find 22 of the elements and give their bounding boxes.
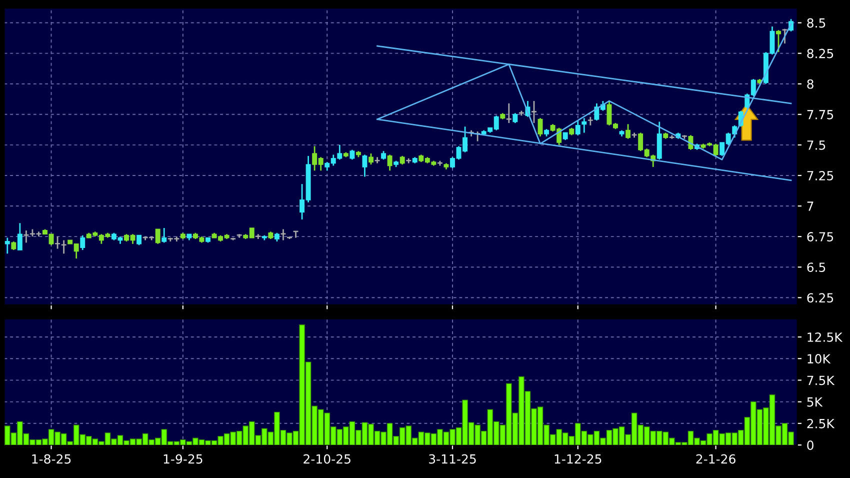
y-tick-label: 6.5 <box>807 262 826 272</box>
y-tick-label: 8 <box>807 79 814 89</box>
y-tick-label: 8.25 <box>807 48 834 58</box>
y-tick-label: 6.25 <box>807 293 834 303</box>
y-tick-label: 7.5K <box>807 376 835 386</box>
y-tick-label: 6.75 <box>807 232 834 242</box>
x-tick-label: 3-11-25 <box>429 454 476 464</box>
x-tick-label: 2-1-26 <box>696 454 736 464</box>
x-tick-label: 1-12-25 <box>554 454 602 464</box>
y-tick-label: 7.5 <box>807 140 826 150</box>
x-tick-label: 1-8-25 <box>32 454 71 464</box>
y-tick-label: 5K <box>807 397 823 407</box>
y-tick-label: 7 <box>807 202 814 211</box>
y-tick-label: 7.25 <box>807 170 834 180</box>
y-tick-label: 0 <box>807 440 814 450</box>
x-tick-label: 1-9-25 <box>164 454 202 464</box>
y-tick-label: 10K <box>808 354 831 364</box>
y-tick-label: 2.5K <box>807 418 835 428</box>
y-tick-label: 7.75 <box>807 110 834 120</box>
x-tick-label: 2-10-25 <box>304 454 350 464</box>
y-tick-label: 8.5 <box>807 18 826 28</box>
y-tick-label: 12.5K <box>808 332 843 342</box>
